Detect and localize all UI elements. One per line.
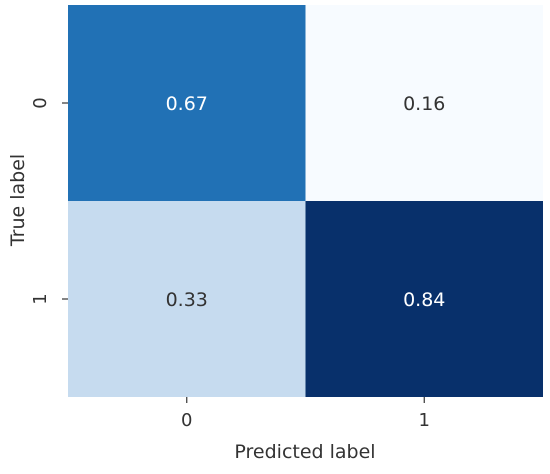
y-axis: 01	[30, 97, 68, 305]
y-tick-label-0: 0	[30, 97, 51, 108]
x-tick-label-0: 0	[181, 410, 192, 431]
heatmap-cell-0-1	[305, 5, 543, 201]
heatmap-cell-1-0	[68, 201, 306, 397]
heatmap-cell-0-0	[68, 5, 306, 201]
cell-value-label-0-1: 0.16	[403, 93, 445, 115]
y-tick-label-1: 1	[30, 293, 51, 304]
y-axis-label: True label	[7, 154, 29, 247]
heatmap-cells	[68, 5, 543, 397]
cell-value-labels: 0.67 0.16 0.33 0.84	[166, 93, 446, 311]
cell-value-label-1-1: 0.84	[403, 289, 445, 311]
x-tick-label-1: 1	[419, 410, 430, 431]
cell-value-label-1-0: 0.33	[166, 289, 208, 311]
x-axis-label: Predicted label	[234, 441, 375, 463]
cell-value-label-0-0: 0.67	[166, 93, 208, 115]
heatmap-cell-1-1	[305, 201, 543, 397]
